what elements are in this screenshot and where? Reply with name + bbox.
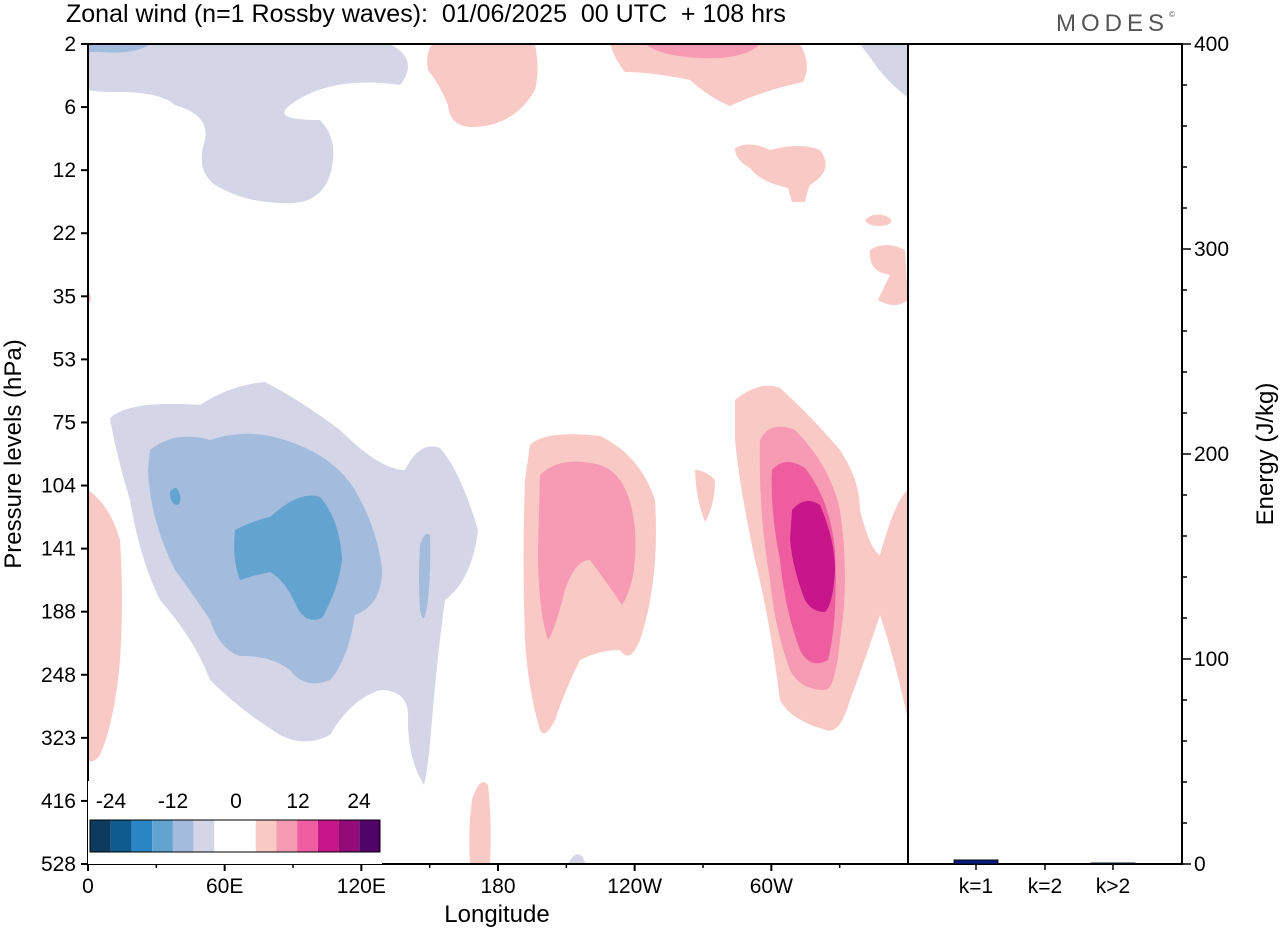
colorbar-swatch: [214, 820, 235, 852]
y-tick-label: 141: [41, 538, 76, 561]
y-tick-label: 12: [53, 159, 76, 182]
colorbar-swatch: [297, 820, 318, 852]
colorbar-swatch: [317, 820, 339, 852]
colorbar-swatch: [255, 820, 277, 852]
energy-tick-label: 300: [1194, 238, 1229, 261]
energy-category-label: k=2: [1028, 875, 1062, 898]
energy-category-label: k=1: [959, 875, 993, 898]
y-tick-label: 6: [64, 96, 76, 119]
x-tick-label: 120E: [337, 875, 386, 898]
contour-pos-upper-mid: [610, 44, 807, 106]
logo-text: MODES: [1056, 10, 1170, 37]
contour-field: [88, 44, 908, 864]
contour-neg-tiny-bottom: [568, 854, 586, 864]
modes-logo: MODES©: [1056, 10, 1175, 38]
y-tick-label: 528: [41, 853, 76, 876]
colorbar-swatch: [338, 820, 360, 852]
contour-pos-upper-left: [427, 44, 538, 128]
contour-pos-bottom-blob: [469, 782, 491, 864]
contour-pos-blob-28: [869, 245, 908, 305]
energy-bar: [953, 859, 999, 865]
contour-pos-180-inner: [538, 461, 636, 640]
energy-panel-frame: [907, 43, 1183, 865]
y-tick-label: 75: [53, 411, 76, 434]
contour-neg-narrow-band: [419, 533, 431, 618]
x-tick-label: 0: [82, 875, 94, 898]
contour-neg-small-core: [170, 487, 181, 505]
contour-pos-60w-core: [790, 501, 835, 612]
y-tick-label: 416: [41, 790, 76, 813]
y-axis-ticks: 2 6 12 22 35 53 75 104 141 188 248 323 416 528: [41, 33, 88, 876]
y-axis-title: Pressure levels (hPa): [0, 339, 27, 568]
energy-category-label: k>2: [1096, 875, 1130, 898]
colorbar-label: 0: [230, 790, 242, 813]
energy-bar: [1090, 862, 1136, 865]
colorbar-swatch: [152, 820, 173, 852]
y-tick-label: 2: [64, 33, 76, 56]
contour-neg-upper-inner: [88, 44, 150, 53]
x-tick-label: 180: [480, 875, 515, 898]
energy-tick-label: 0: [1194, 853, 1206, 876]
energy-bars: k=1 k=2 k>2: [953, 859, 1136, 898]
colorbar-frame: [89, 819, 381, 853]
contour-pos-blob-12: [735, 144, 826, 202]
energy-tick-label: 200: [1194, 443, 1229, 466]
contour-pos-upper-mid-core: [645, 44, 760, 59]
y-tick-label: 248: [41, 664, 76, 687]
colorbar: -24 -12 0 12 24: [88, 781, 382, 864]
colorbar-swatch: [131, 820, 153, 852]
colorbar-label: -12: [158, 790, 188, 813]
energy-axis-title: Energy (J/kg): [1252, 383, 1279, 526]
x-axis-ticks: 0 60E 120E 180 120W 60W: [82, 864, 841, 898]
contour-neg-main-inner: [234, 495, 342, 620]
colorbar-swatch: [235, 820, 256, 852]
contour-pos-blob-20: [865, 214, 892, 226]
y-tick-label: 188: [41, 601, 76, 624]
colorbar-label: -24: [96, 790, 127, 813]
contour-neg-upper-outer: [88, 44, 408, 204]
colorbar-swatch: [276, 820, 298, 852]
y-tick-label: 104: [41, 475, 76, 498]
y-tick-label: 22: [53, 222, 76, 245]
colorbar-swatch: [172, 820, 194, 852]
energy-axis-ticks: 0 100 200 300 400: [1182, 33, 1229, 876]
colorbar-label: 12: [286, 790, 309, 813]
y-tick-label: 53: [53, 348, 76, 371]
colorbar-swatch: [359, 820, 380, 852]
y-tick-label: 323: [41, 727, 76, 750]
contour-neg-upper-right: [860, 44, 908, 98]
x-axis-title: Longitude: [444, 901, 549, 928]
colorbar-label: 24: [347, 790, 371, 813]
x-tick-label: 60E: [206, 875, 243, 898]
energy-tick-label: 400: [1194, 33, 1229, 56]
colorbar-swatch: [110, 820, 132, 852]
logo-mark: ©: [1169, 10, 1175, 19]
chart-title: Zonal wind (n=1 Rossby waves): 01/06/202…: [66, 0, 786, 28]
energy-tick-label: 100: [1194, 648, 1229, 671]
x-tick-label: 120W: [607, 875, 662, 898]
x-tick-label: 60W: [750, 875, 793, 898]
colorbar-swatch: [193, 820, 215, 852]
y-tick-label: 35: [53, 285, 76, 308]
contour-pos-left-edge: [88, 490, 122, 762]
contour-pos-small-blob: [695, 470, 715, 522]
colorbar-swatch: [90, 820, 111, 852]
